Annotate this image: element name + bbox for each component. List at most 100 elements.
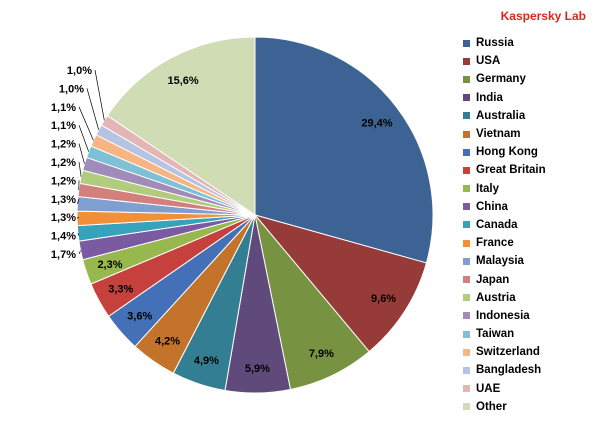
legend-swatch	[463, 294, 470, 302]
data-label-japan: 1,2%	[51, 175, 76, 187]
legend-label: Australia	[476, 109, 526, 122]
legend-swatch	[463, 276, 470, 284]
legend-label: Bangladesh	[476, 364, 542, 377]
data-label-other: 15,6%	[167, 75, 198, 87]
legend-item-great-britain: Great Britain	[463, 161, 546, 179]
chart-legend: Russia USA Germany India Australia Vietnam Hon…	[463, 34, 546, 416]
data-label-australia: 4,9%	[194, 355, 219, 367]
data-label-hong-kong: 3,6%	[127, 311, 152, 323]
legend-label: Hong Kong	[476, 146, 538, 159]
legend-label: China	[476, 200, 508, 213]
legend-label: UAE	[476, 382, 501, 395]
legend-swatch	[463, 39, 470, 47]
legend-swatch	[463, 348, 470, 356]
legend-item-russia: Russia	[463, 34, 546, 52]
legend-label: Great Britain	[476, 164, 546, 177]
legend-item-austria: Austria	[463, 289, 546, 307]
legend-label: Italy	[476, 182, 500, 195]
leader-line-malaysia	[77, 198, 80, 204]
leader-lines	[76, 69, 105, 255]
legend-swatch	[463, 166, 470, 174]
legend-swatch	[463, 75, 470, 83]
legend-item-bangladesh: Bangladesh	[463, 361, 546, 379]
legend-item-australia: Australia	[463, 107, 546, 125]
data-label-bangladesh: 1,0%	[59, 83, 84, 95]
legend-swatch	[463, 185, 470, 193]
data-label-russia: 29,4%	[361, 117, 392, 129]
legend-item-italy: Italy	[463, 180, 546, 198]
leader-line-uae	[94, 69, 105, 121]
data-label-germany: 7,9%	[309, 348, 334, 360]
data-label-france: 1,3%	[51, 212, 76, 224]
leader-line-indonesia	[78, 143, 85, 164]
legend-swatch	[463, 330, 470, 338]
leader-line-canada	[77, 233, 80, 236]
legend-swatch	[463, 112, 470, 120]
legend-label: Indonesia	[476, 309, 530, 322]
legend-item-china: China	[463, 198, 546, 216]
pie-slices	[76, 36, 434, 394]
legend-swatch	[463, 366, 470, 374]
leader-line-taiwan	[78, 125, 89, 152]
legend-label: Other	[476, 400, 507, 413]
legend-item-canada: Canada	[463, 216, 546, 234]
legend-label: Malaysia	[476, 255, 524, 268]
data-label-great-britain: 3,3%	[108, 284, 133, 296]
data-label-vietnam: 4,2%	[155, 336, 180, 348]
leader-line-france	[76, 216, 80, 219]
legend-label: Canada	[476, 218, 518, 231]
legend-swatch	[463, 221, 470, 229]
legend-swatch	[463, 312, 470, 320]
legend-item-uae: UAE	[463, 380, 546, 398]
data-label-china: 1,7%	[51, 249, 76, 261]
data-label-indonesia: 1,2%	[51, 139, 76, 151]
legend-swatch	[463, 94, 470, 102]
legend-item-usa: USA	[463, 52, 546, 70]
data-label-usa: 9,6%	[371, 293, 396, 305]
legend-label: Germany	[476, 73, 526, 86]
legend-item-indonesia: Indonesia	[463, 307, 546, 325]
legend-item-malaysia: Malaysia	[463, 252, 546, 270]
legend-label: Switzerland	[476, 346, 540, 359]
data-label-switzerland: 1,1%	[51, 102, 76, 114]
legend-label: Taiwan	[476, 328, 515, 341]
legend-swatch	[463, 385, 470, 393]
data-label-uae: 1,0%	[67, 65, 92, 77]
legend-swatch	[463, 403, 470, 411]
leader-line-austria	[78, 161, 82, 177]
legend-item-hong-kong: Hong Kong	[463, 143, 546, 161]
leader-line-bangladesh	[86, 88, 100, 130]
legend-swatch	[463, 257, 470, 265]
legend-swatch	[463, 203, 470, 211]
data-label-austria: 1,2%	[51, 157, 76, 169]
data-label-malaysia: 1,3%	[51, 194, 76, 206]
slice-russia	[254, 36, 434, 264]
legend-swatch	[463, 57, 470, 65]
legend-label: France	[476, 237, 514, 250]
legend-label: Austria	[476, 291, 516, 304]
legend-label: USA	[476, 55, 501, 68]
legend-item-vietnam: Vietnam	[463, 125, 546, 143]
leader-line-china	[78, 250, 81, 255]
data-label-india: 5,9%	[245, 363, 270, 375]
slice-usa	[253, 214, 428, 353]
legend-item-japan: Japan	[463, 270, 546, 288]
legend-swatch	[463, 148, 470, 156]
legend-item-france: France	[463, 234, 546, 252]
data-label-italy: 2,3%	[97, 259, 122, 271]
legend-item-germany: Germany	[463, 70, 546, 88]
brand-logo-text: Kaspersky Lab	[500, 9, 586, 23]
data-labels: 29,4% 9,6% 7,9% 5,9% 4,9% 4,2% 3,6% 3,3% 2,3% 1,7…	[51, 65, 396, 375]
legend-label: Vietnam	[476, 128, 521, 141]
legend-item-switzerland: Switzerland	[463, 343, 546, 361]
legend-item-other: Other	[463, 398, 546, 416]
legend-item-taiwan: Taiwan	[463, 325, 546, 343]
legend-label: Japan	[476, 273, 510, 286]
slice-other	[106, 36, 256, 216]
data-label-taiwan: 1,1%	[51, 120, 76, 132]
legend-swatch	[463, 130, 470, 138]
data-label-canada: 1,4%	[51, 231, 76, 243]
legend-item-india: India	[463, 89, 546, 107]
legend-swatch	[463, 239, 470, 247]
